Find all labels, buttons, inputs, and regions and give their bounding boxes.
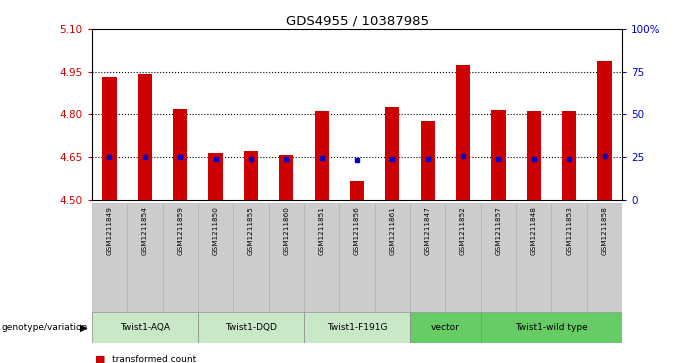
Bar	[350, 181, 364, 200]
Bar	[279, 155, 293, 200]
Bar	[92, 312, 198, 343]
Text: ■: ■	[95, 354, 105, 363]
Bar	[92, 203, 127, 312]
Text: vector: vector	[431, 323, 460, 332]
Bar	[233, 203, 269, 312]
Text: GSM1211850: GSM1211850	[213, 207, 218, 256]
Bar	[551, 203, 587, 312]
Title: GDS4955 / 10387985: GDS4955 / 10387985	[286, 15, 428, 28]
Bar	[375, 203, 410, 312]
Text: ▶: ▶	[80, 323, 88, 333]
Bar	[445, 203, 481, 312]
Text: GSM1211858: GSM1211858	[602, 207, 607, 256]
Bar	[481, 312, 622, 343]
Text: GSM1211856: GSM1211856	[354, 207, 360, 256]
Bar	[127, 203, 163, 312]
Bar	[421, 122, 435, 200]
Text: GSM1211849: GSM1211849	[107, 207, 112, 256]
Bar	[410, 203, 445, 312]
Text: GSM1211857: GSM1211857	[496, 207, 501, 256]
Bar	[198, 312, 304, 343]
Text: GSM1211852: GSM1211852	[460, 207, 466, 256]
Bar	[304, 203, 339, 312]
Text: GSM1211859: GSM1211859	[177, 207, 183, 256]
Bar	[138, 74, 152, 200]
Bar	[163, 203, 198, 312]
Bar	[269, 203, 304, 312]
Text: genotype/variation: genotype/variation	[1, 323, 88, 332]
Text: Twist1-F191G: Twist1-F191G	[327, 323, 387, 332]
Bar	[598, 61, 611, 200]
Text: GSM1211860: GSM1211860	[284, 207, 289, 256]
Text: GSM1211851: GSM1211851	[319, 207, 324, 256]
Bar	[587, 203, 622, 312]
Text: GSM1211848: GSM1211848	[531, 207, 537, 256]
Text: Twist1-AQA: Twist1-AQA	[120, 323, 170, 332]
Bar	[492, 110, 505, 200]
Bar	[304, 312, 410, 343]
Text: Twist1-wild type: Twist1-wild type	[515, 323, 588, 332]
Text: GSM1211847: GSM1211847	[425, 207, 430, 256]
Bar	[339, 203, 375, 312]
Text: GSM1211853: GSM1211853	[566, 207, 572, 256]
Text: GSM1211861: GSM1211861	[390, 207, 395, 256]
Text: GSM1211854: GSM1211854	[142, 207, 148, 256]
Bar	[103, 77, 116, 200]
Bar	[410, 312, 481, 343]
Bar	[198, 203, 233, 312]
Bar	[516, 203, 551, 312]
Text: GSM1211855: GSM1211855	[248, 207, 254, 256]
Text: Twist1-DQD: Twist1-DQD	[225, 323, 277, 332]
Bar	[562, 111, 576, 200]
Bar	[173, 109, 187, 200]
Bar	[386, 107, 399, 200]
Bar	[244, 151, 258, 200]
Bar	[315, 111, 328, 200]
Bar	[527, 111, 541, 200]
Text: transformed count: transformed count	[112, 355, 197, 363]
Bar	[481, 203, 516, 312]
Bar	[456, 65, 470, 200]
Bar	[209, 153, 222, 200]
